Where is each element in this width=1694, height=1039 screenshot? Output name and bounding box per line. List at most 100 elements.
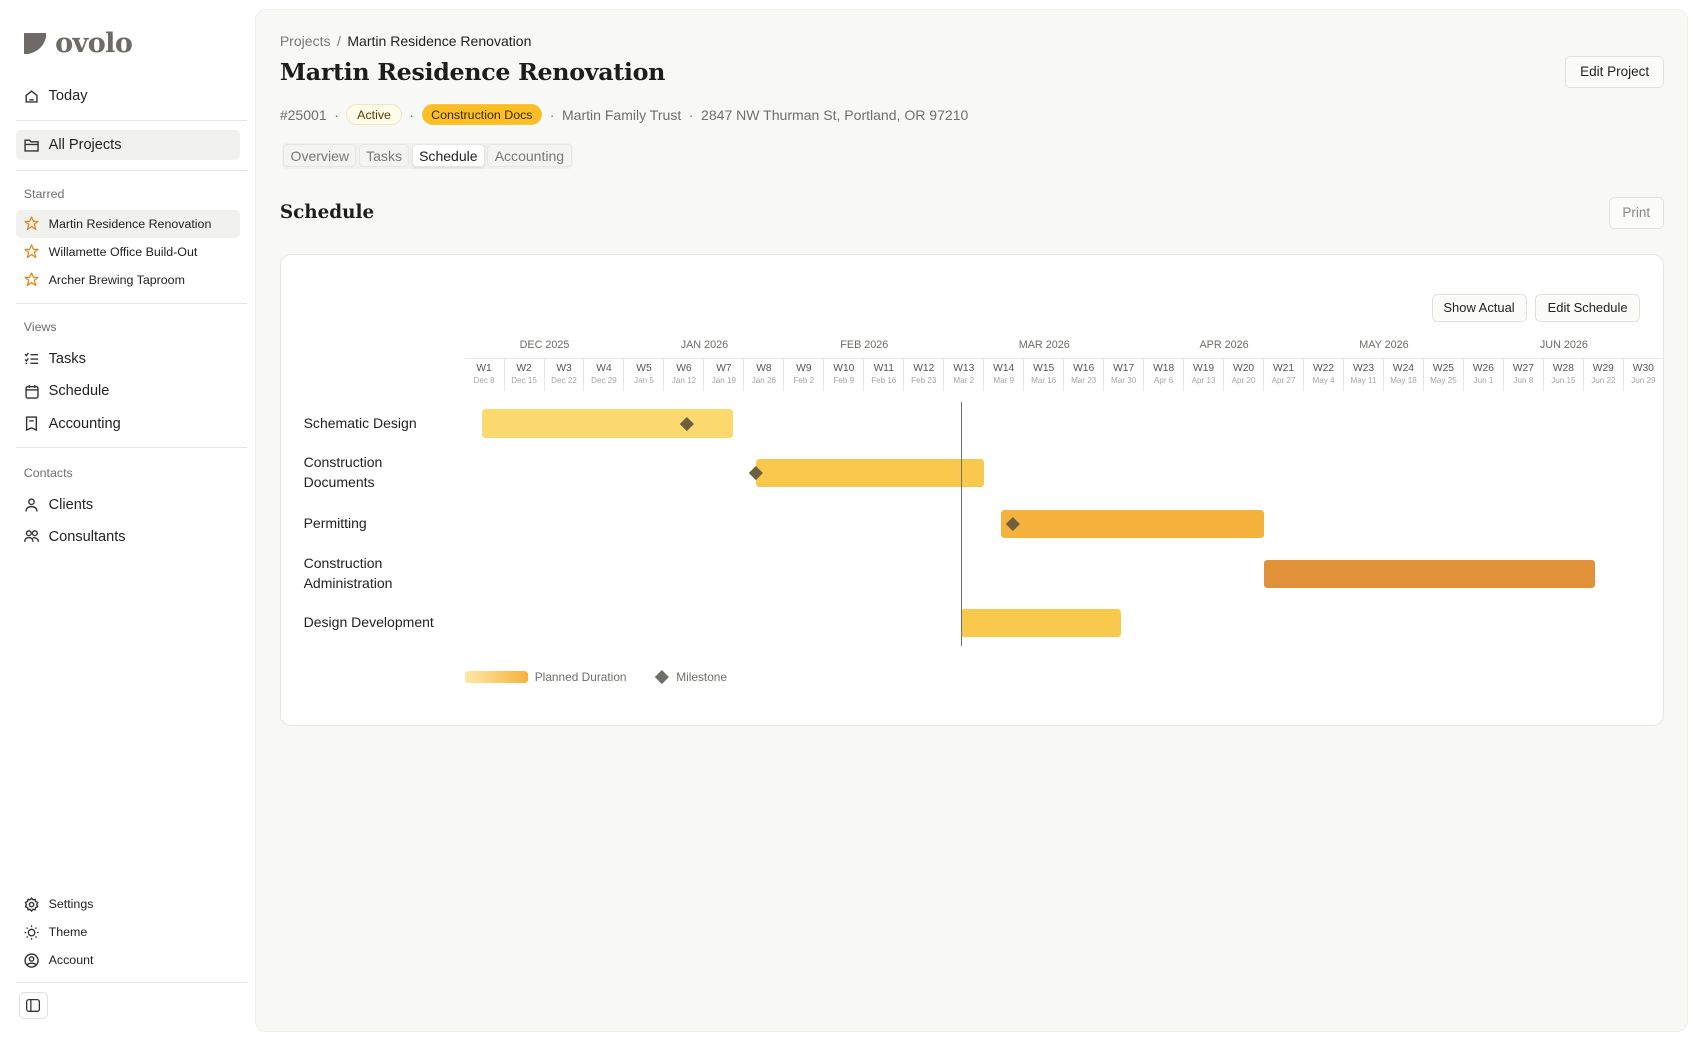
sidebar-item-accounting[interactable]: Accounting — [16, 408, 240, 438]
task-bar[interactable] — [1264, 559, 1596, 588]
week-column-header: W24 May 18 — [1384, 358, 1424, 392]
week-number: W12 — [913, 363, 935, 374]
week-number: W5 — [636, 363, 652, 374]
week-number: W21 — [1273, 363, 1295, 374]
sidebar-item-clients[interactable]: Clients — [16, 489, 240, 519]
week-number: W17 — [1113, 363, 1135, 374]
sidebar-panel-icon — [26, 998, 41, 1012]
task-label: Permitting — [303, 514, 367, 531]
task-bar[interactable] — [1001, 509, 1265, 539]
star-icon — [24, 244, 40, 260]
week-number: W27 — [1512, 363, 1534, 374]
task-bar[interactable] — [481, 409, 733, 438]
task-label: Construction Administration — [303, 554, 393, 591]
week-date: Feb 23 — [911, 376, 937, 386]
legend: Planned Duration Milestone — [464, 669, 728, 684]
week-column-header: W30 Jun 29 — [1624, 358, 1664, 392]
week-column-header: W10 Feb 9 — [824, 358, 865, 392]
week-date: Jan 5 — [634, 376, 654, 386]
week-column-header: W27 Jun 8 — [1504, 358, 1544, 392]
week-number: W18 — [1153, 363, 1175, 374]
sun-icon — [24, 924, 40, 940]
week-number: W7 — [716, 363, 732, 374]
month-label: FEB 2026 — [840, 339, 889, 352]
sidebar-item-consultants[interactable]: Consultants — [16, 522, 240, 552]
project-address: 2847 NW Thurman St, Portland, OR 97210 — [701, 106, 969, 123]
week-date: Apr 13 — [1191, 376, 1216, 386]
show-actual-button[interactable]: Show Actual — [1431, 293, 1527, 322]
client-name[interactable]: Martin Family Trust — [561, 106, 682, 123]
sidebar-item-account[interactable]: Account — [16, 945, 240, 975]
views-heading: Views — [23, 319, 57, 334]
week-date: Mar 16 — [1031, 376, 1057, 386]
edit-schedule-button[interactable]: Edit Schedule — [1535, 293, 1641, 322]
sidebar-item-today[interactable]: Today — [16, 81, 240, 111]
page-title: Martin Residence Renovation — [279, 58, 666, 87]
print-button[interactable]: Print — [1608, 196, 1664, 230]
week-number: W16 — [1073, 363, 1095, 374]
task-bar[interactable] — [961, 609, 1122, 638]
week-number: W25 — [1432, 363, 1454, 374]
week-date: May 11 — [1350, 376, 1377, 386]
week-column-header: W25 May 25 — [1424, 358, 1464, 392]
week-date: Apr 27 — [1271, 376, 1296, 386]
week-column-header: W20 Apr 20 — [1224, 358, 1265, 392]
week-column-header: W7 Jan 19 — [704, 358, 745, 392]
week-date: Jan 12 — [671, 376, 697, 386]
week-date: May 25 — [1430, 376, 1457, 386]
week-date: Jan 26 — [751, 376, 777, 386]
legend-planned-label: Planned Duration — [534, 669, 627, 684]
sidebar-item-all-projects[interactable]: All Projects — [16, 129, 240, 160]
divider — [16, 119, 248, 121]
schedule-heading: Schedule — [279, 202, 375, 224]
week-column-header: W12 Feb 23 — [904, 358, 945, 392]
timeline-divider — [464, 357, 1664, 359]
sidebar-item-schedule[interactable]: Schedule — [16, 376, 240, 406]
task-bar[interactable] — [755, 459, 985, 488]
tab-schedule[interactable]: Schedule — [411, 143, 486, 168]
week-date: Apr 20 — [1231, 376, 1256, 386]
week-column-header: W2 Dec 15 — [505, 358, 545, 392]
breadcrumb-separator: / — [336, 33, 341, 50]
folder-icon — [24, 137, 40, 153]
week-number: W22 — [1312, 363, 1335, 374]
starred-heading: Starred — [23, 186, 65, 201]
logo[interactable]: ovolo — [23, 28, 133, 59]
month-label: JAN 2026 — [680, 339, 729, 352]
sidebar-starred-item[interactable]: Archer Brewing Taproom — [16, 266, 240, 294]
month-label: JUN 2026 — [1539, 339, 1588, 352]
tab-overview[interactable]: Overview — [283, 143, 357, 168]
week-number: W30 — [1632, 363, 1654, 374]
sidebar-starred-item[interactable]: Martin Residence Renovation — [16, 209, 240, 238]
week-number: W20 — [1233, 363, 1255, 374]
week-date: Mar 23 — [1071, 376, 1097, 386]
project-tabs: Overview Tasks Schedule Accounting — [281, 142, 573, 169]
week-number: W29 — [1592, 363, 1614, 374]
week-date: Feb 9 — [833, 376, 855, 386]
week-column-header: W21 Apr 27 — [1264, 358, 1305, 392]
sidebar-item-tasks[interactable]: Tasks — [16, 344, 240, 374]
breadcrumb-current: Martin Residence Renovation — [347, 33, 532, 50]
week-date: Jan 19 — [711, 376, 737, 386]
breadcrumb: Projects / Martin Residence Renovation — [280, 33, 532, 49]
week-number: W2 — [516, 363, 532, 374]
sidebar-starred-item[interactable]: Willamette Office Build-Out — [16, 238, 240, 266]
week-column-header: W14 Mar 9 — [984, 358, 1025, 392]
week-column-header: W18 Apr 6 — [1144, 358, 1185, 392]
sidebar-item-theme[interactable]: Theme — [16, 917, 240, 947]
week-column-header: W5 Jan 5 — [624, 358, 665, 392]
breadcrumb-projects-link[interactable]: Projects — [279, 33, 331, 50]
month-label: APR 2026 — [1199, 339, 1249, 352]
week-column-header: W6 Jan 12 — [664, 358, 705, 392]
week-column-header: W17 Mar 30 — [1104, 358, 1145, 392]
edit-project-button[interactable]: Edit Project — [1565, 56, 1664, 88]
receipt-icon — [24, 415, 40, 432]
sidebar-item-settings[interactable]: Settings — [16, 889, 240, 919]
tab-tasks[interactable]: Tasks — [358, 143, 410, 168]
week-column-header: W23 May 11 — [1344, 358, 1384, 392]
toggle-sidebar-button[interactable] — [19, 991, 48, 1019]
week-column-header: W19 Apr 13 — [1184, 358, 1225, 392]
legend-milestone-label: Milestone — [676, 669, 728, 684]
week-column-header: W22 May 4 — [1304, 358, 1344, 392]
tab-accounting[interactable]: Accounting — [487, 143, 572, 168]
